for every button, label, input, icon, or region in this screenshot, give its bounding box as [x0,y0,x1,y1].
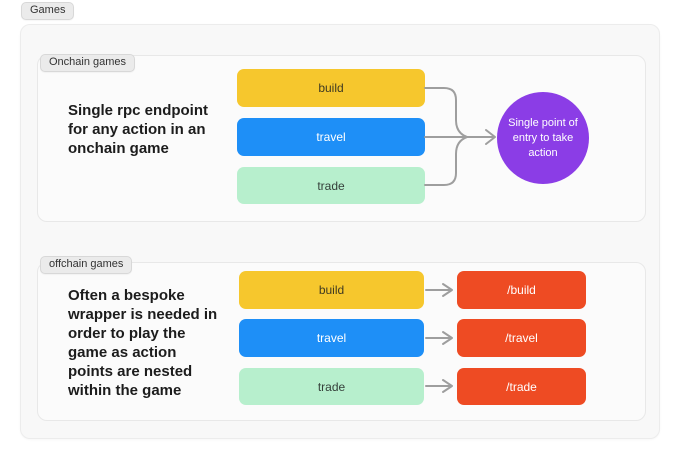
endpoint-trade[interactable]: /trade [457,368,586,405]
onchain-action-trade-label: trade [317,178,345,193]
offchain-description: Often a bespoke wrapper is needed in ord… [68,287,218,399]
offchain-action-build[interactable]: build [239,271,424,309]
offchain-action-build-label: build [318,283,345,297]
onchain-description: Single rpc endpoint for any action in an… [68,102,209,157]
offchain-action-travel-label: travel [316,331,347,345]
endpoint-trade-label: /trade [506,379,537,394]
single-entry-circle[interactable]: Single point of entry to take action [497,92,589,184]
onchain-action-travel[interactable]: travel [237,118,425,156]
onchain-chip[interactable]: Onchain games [40,54,136,72]
onchain-action-build-label: build [318,81,344,95]
single-entry-circle-label: Single point of entry to take action [508,116,578,159]
endpoint-build-label: /build [507,283,536,297]
offchain-action-travel[interactable]: travel [239,319,424,357]
onchain-action-build[interactable]: build [237,69,425,107]
games-chip[interactable]: Games [21,2,75,20]
endpoint-build[interactable]: /build [457,271,586,309]
endpoint-travel-label: /travel [505,331,538,345]
offchain-action-trade[interactable]: trade [239,368,424,405]
offchain-action-trade-label: trade [317,379,346,394]
offchain-chip[interactable]: offchain games [40,256,133,274]
endpoint-travel[interactable]: /travel [457,319,586,357]
onchain-action-trade[interactable]: trade [237,167,425,204]
onchain-action-travel-label: travel [316,130,346,144]
